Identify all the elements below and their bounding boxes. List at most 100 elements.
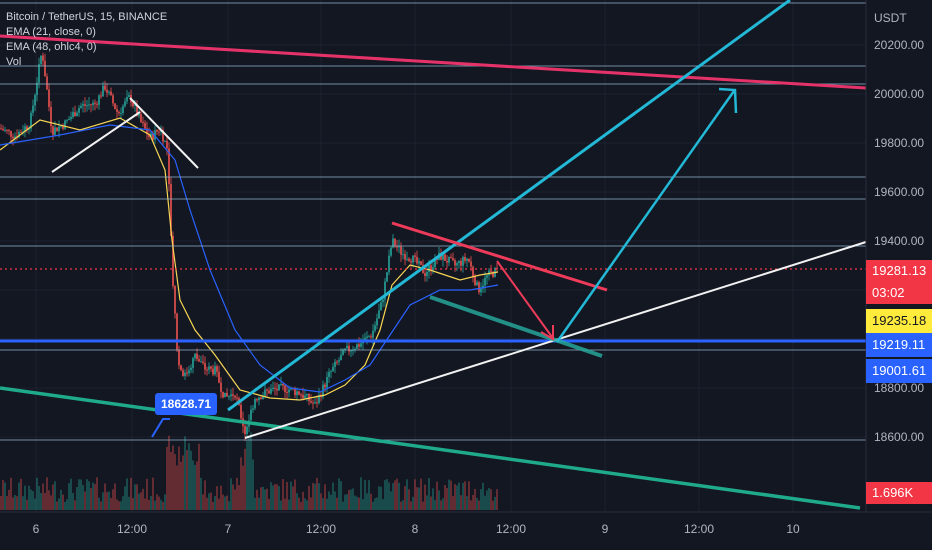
volume-bar	[196, 461, 198, 510]
volume-bar	[364, 479, 366, 510]
candle-body	[430, 265, 432, 270]
volume-bar	[180, 461, 182, 510]
last-price-tag: 19281.13	[866, 260, 932, 282]
volume-bar	[92, 482, 94, 510]
volume-bar	[190, 450, 192, 510]
volume-bar	[102, 492, 104, 510]
candle-body	[414, 255, 416, 257]
candle-body	[192, 358, 194, 368]
volume-bar	[276, 484, 278, 510]
volume-bar	[90, 488, 92, 510]
volume-bar	[4, 482, 6, 510]
ema-48-legend[interactable]: EMA (48, ohlc4, 0)	[6, 41, 97, 53]
volume-bar	[434, 499, 436, 510]
candle-body	[386, 272, 388, 282]
volume-bar	[390, 491, 392, 510]
volume-bar	[212, 501, 214, 510]
volume-bar	[236, 477, 238, 510]
volume-bar	[40, 493, 42, 510]
candle-body	[76, 112, 78, 117]
volume-tag: 1.696K	[866, 482, 932, 504]
candle-body	[36, 82, 38, 96]
volume-bar	[384, 480, 386, 510]
volume-bar	[218, 498, 220, 510]
candle-body	[212, 368, 214, 375]
candle-body	[308, 393, 310, 402]
wedge-line-a	[51, 111, 141, 173]
volume-bar	[138, 493, 140, 510]
symbol-title[interactable]: Bitcoin / TetherUS, 15, BINANCE	[6, 11, 168, 23]
candle-body	[314, 402, 316, 404]
volume-bar	[254, 497, 256, 510]
candle-body	[178, 349, 180, 366]
volume-bar	[194, 464, 196, 510]
time-tick-label: 8	[412, 522, 419, 536]
candle-body	[294, 388, 296, 395]
candle-body	[378, 310, 380, 319]
volume-bar	[64, 501, 66, 510]
ema-lines	[0, 117, 499, 401]
candle-body	[158, 131, 160, 133]
candle-body	[302, 394, 304, 399]
candle-body	[354, 348, 356, 350]
candle-body	[152, 133, 154, 140]
candle-body	[286, 391, 288, 393]
candle-body	[182, 370, 184, 377]
volume-bar	[230, 478, 232, 510]
candle-body	[8, 130, 10, 132]
candle-body	[60, 125, 62, 127]
candle-body	[398, 246, 400, 248]
volume-bar	[150, 495, 152, 510]
candle-body	[312, 402, 314, 404]
candle-body	[188, 370, 190, 374]
volume-bar	[160, 499, 162, 510]
volume-bar	[6, 496, 8, 510]
volume-bar	[352, 488, 354, 510]
volume-bar	[348, 489, 350, 510]
volume-bar	[340, 481, 342, 510]
volume-bar	[16, 496, 18, 510]
volume-bar	[462, 482, 464, 510]
volume-bar	[84, 491, 86, 510]
candle-body	[428, 265, 430, 273]
candle-body	[150, 133, 152, 137]
volume-bar	[86, 479, 88, 510]
candle-body	[32, 105, 34, 113]
volume-bar	[410, 501, 412, 510]
volume-bar	[228, 501, 230, 510]
volume-bar	[204, 480, 206, 510]
volume-bar	[268, 498, 270, 510]
candle-body	[390, 247, 392, 256]
candle-body	[218, 371, 220, 383]
volume-bar	[294, 479, 296, 510]
candle-body	[384, 281, 386, 300]
volume-bar	[424, 484, 426, 510]
volume-bar	[448, 479, 450, 510]
volume-bar	[350, 489, 352, 510]
volume-legend[interactable]: Vol	[6, 56, 22, 68]
volume-bar	[360, 477, 362, 510]
volume-bar	[238, 485, 240, 510]
candle-body	[328, 371, 330, 378]
price-callout[interactable]: 18628.71	[155, 393, 218, 415]
ema-21-legend[interactable]: EMA (21, close, 0)	[6, 26, 96, 38]
volume-bar	[358, 497, 360, 510]
volume-bar	[264, 489, 266, 510]
volume-bar	[436, 481, 438, 510]
candle-body	[346, 345, 348, 349]
volume-bar	[206, 497, 208, 510]
volume-bar	[314, 483, 316, 510]
candle-body	[138, 113, 140, 116]
candle-body	[214, 366, 216, 375]
candle-body	[230, 394, 232, 397]
candle-body	[128, 94, 130, 97]
volume-bar	[34, 498, 36, 510]
time-tick-label: 12:00	[684, 522, 714, 536]
volume-bar	[446, 487, 448, 510]
candle-body	[122, 106, 124, 113]
volume-bar	[166, 446, 168, 510]
volume-bar	[52, 484, 54, 510]
candle-body	[260, 397, 262, 400]
